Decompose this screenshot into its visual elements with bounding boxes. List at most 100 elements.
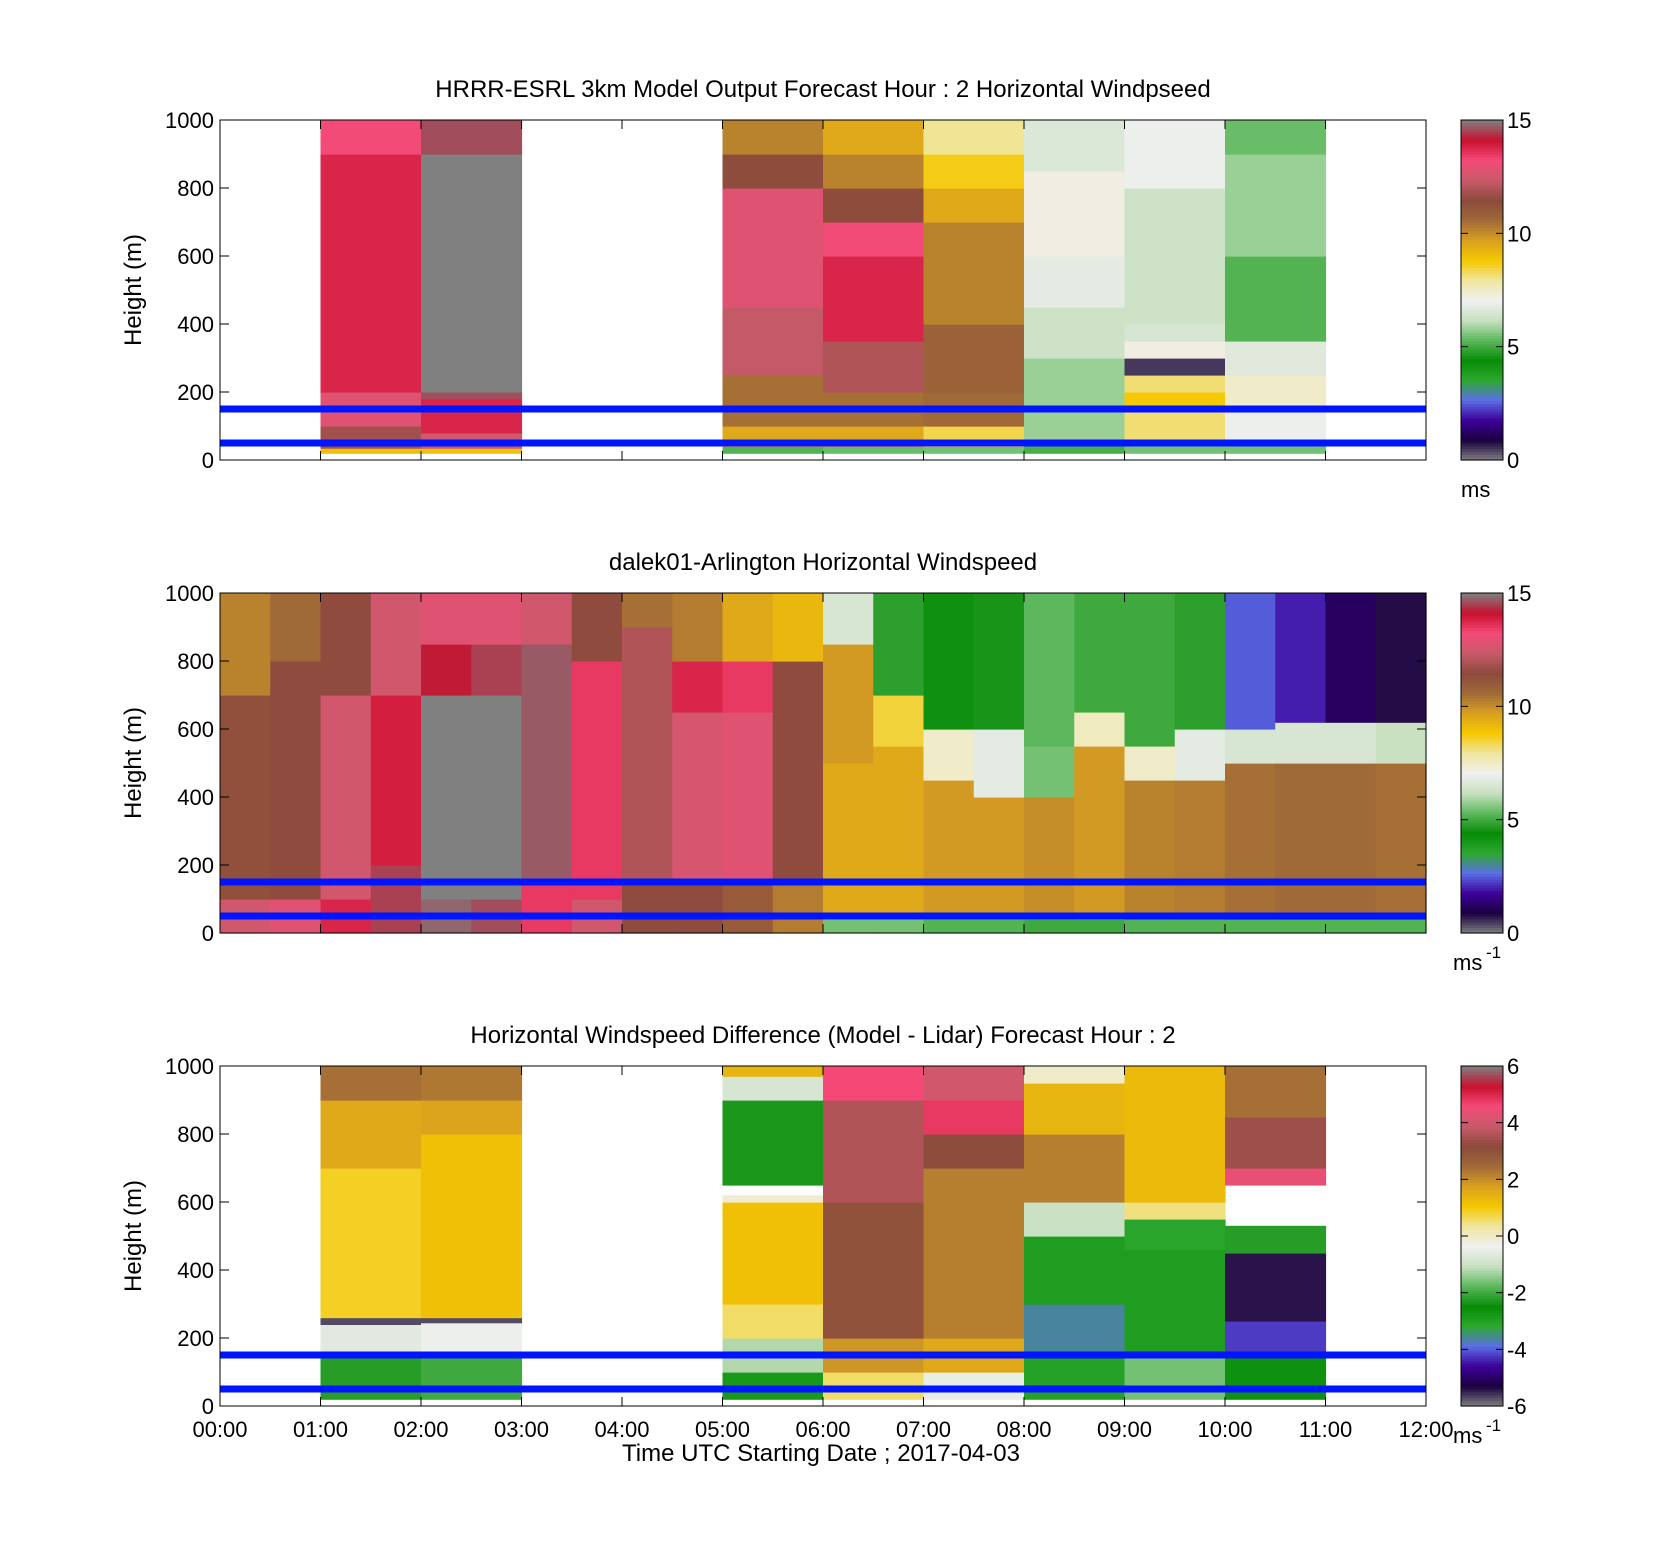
- heatmap-cell: [1124, 392, 1226, 410]
- heatmap-cell: [521, 593, 573, 645]
- colorbar-swatch: [1461, 250, 1503, 254]
- colorbar-swatch: [1461, 819, 1503, 824]
- colorbar-swatch: [1461, 414, 1503, 419]
- heatmap-cell: [320, 1168, 422, 1319]
- colorbar-unit-exponent: -1: [1486, 943, 1501, 962]
- colorbar-swatch: [1461, 1389, 1503, 1393]
- colorbar-swatch: [1461, 695, 1503, 699]
- colorbar-swatch: [1461, 134, 1503, 138]
- colorbar-swatch: [1461, 332, 1503, 336]
- colorbar-swatch: [1461, 1238, 1503, 1243]
- heatmap-cell: [722, 1066, 824, 1077]
- colorbar-swatch: [1461, 406, 1503, 410]
- colorbar-swatch: [1461, 159, 1503, 164]
- y-tick-label: 600: [177, 717, 214, 742]
- colorbar-swatch: [1461, 1241, 1503, 1246]
- colorbar-swatch: [1461, 1119, 1503, 1124]
- heatmap-cell: [722, 1076, 824, 1101]
- colorbar-swatch: [1461, 712, 1503, 716]
- heatmap-cell: [320, 120, 422, 155]
- colorbar-swatch: [1461, 1326, 1503, 1331]
- heatmap-cell: [722, 1202, 824, 1305]
- heatmap-cell: [1275, 763, 1327, 920]
- heatmap-cell: [1174, 729, 1226, 781]
- colorbar-swatch: [1461, 213, 1503, 217]
- heatmap-cell: [1124, 188, 1226, 325]
- colorbar-swatch: [1461, 1091, 1503, 1095]
- colorbar-swatch: [1461, 904, 1503, 909]
- colorbar-swatch: [1461, 808, 1503, 812]
- colorbar-swatch: [1461, 284, 1503, 288]
- colorbar-swatch: [1461, 366, 1503, 370]
- colorbar-swatch: [1461, 593, 1503, 597]
- colorbar-swatch: [1461, 219, 1503, 223]
- x-tick-label: 07:00: [896, 1417, 951, 1442]
- colorbar-swatch: [1461, 355, 1503, 359]
- colorbar-swatch: [1461, 873, 1503, 877]
- colorbar-swatch: [1461, 292, 1503, 297]
- colorbar-swatch: [1461, 1125, 1503, 1129]
- colorbar-swatch: [1461, 927, 1503, 931]
- heatmap-cell: [1124, 358, 1226, 376]
- colorbar-swatch: [1461, 154, 1503, 158]
- heatmap-cell: [823, 644, 874, 764]
- colorbar-swatch: [1461, 1185, 1503, 1189]
- y-tick-label: 400: [177, 312, 214, 337]
- heatmap-cell: [1024, 593, 1075, 747]
- colorbar-swatch: [1461, 216, 1503, 220]
- heatmap-cell: [722, 307, 824, 376]
- colorbar-swatch: [1461, 349, 1503, 353]
- colorbar-swatch: [1461, 1179, 1503, 1183]
- panel-title: dalek01-Arlington Horizontal Windspeed: [609, 549, 1037, 576]
- colorbar-tick-label: 10: [1507, 221, 1531, 246]
- colorbar-swatch: [1461, 1332, 1503, 1336]
- colorbar-swatch: [1461, 1128, 1503, 1132]
- colorbar-swatch: [1461, 247, 1503, 251]
- colorbar-swatch: [1461, 230, 1503, 234]
- colorbar-swatch: [1461, 241, 1503, 246]
- heatmap-cell: [1124, 1249, 1226, 1356]
- colorbar-swatch: [1461, 1187, 1503, 1192]
- colorbar-swatch: [1461, 785, 1503, 790]
- colorbar-swatch: [1461, 692, 1503, 696]
- colorbar-swatch: [1461, 1196, 1503, 1200]
- colorbar-swatch: [1461, 227, 1503, 232]
- colorbar-swatch: [1461, 205, 1503, 209]
- heatmap-cell: [672, 882, 724, 934]
- heatmap-cell: [1225, 1066, 1327, 1118]
- colorbar-swatch: [1461, 1323, 1503, 1328]
- heatmap-cell: [421, 593, 472, 645]
- y-axis-label: Height (m): [120, 707, 147, 819]
- colorbar-tick-label: -2: [1507, 1281, 1527, 1306]
- colorbar-swatch: [1461, 859, 1503, 863]
- colorbar-swatch: [1461, 1306, 1503, 1311]
- heatmap-cell: [823, 1202, 925, 1339]
- heatmap-cell: [320, 1324, 422, 1356]
- colorbar-swatch: [1461, 1250, 1503, 1254]
- heatmap-cell: [1375, 919, 1427, 934]
- colorbar-swatch: [1461, 1301, 1503, 1305]
- panel-title: Horizontal Windspeed Difference (Model -…: [470, 1022, 1175, 1049]
- colorbar-swatch: [1461, 1349, 1503, 1353]
- heatmap-cell: [722, 593, 774, 662]
- colorbar-swatch: [1461, 1136, 1503, 1141]
- heatmap-cell: [923, 120, 1025, 155]
- colorbar-swatch: [1461, 1224, 1503, 1229]
- x-tick-label: 11:00: [1299, 1417, 1352, 1442]
- colorbar-swatch: [1461, 343, 1503, 348]
- colorbar-swatch: [1461, 1204, 1503, 1209]
- colorbar-swatch: [1461, 190, 1503, 195]
- colorbar-swatch: [1461, 1219, 1503, 1223]
- heatmap-cell: [722, 1100, 824, 1186]
- colorbar-swatch: [1461, 924, 1503, 928]
- colorbar-swatch: [1461, 120, 1503, 124]
- colorbar-swatch: [1461, 1340, 1503, 1345]
- colorbar-swatch: [1461, 139, 1503, 144]
- heatmap-cell: [320, 448, 422, 454]
- colorbar-swatch: [1461, 768, 1503, 773]
- heatmap-cell: [1024, 1202, 1126, 1237]
- colorbar-swatch: [1461, 1383, 1503, 1387]
- y-tick-label: 400: [177, 1258, 214, 1283]
- colorbar-swatch: [1461, 457, 1503, 461]
- colorbar-swatch: [1461, 731, 1503, 736]
